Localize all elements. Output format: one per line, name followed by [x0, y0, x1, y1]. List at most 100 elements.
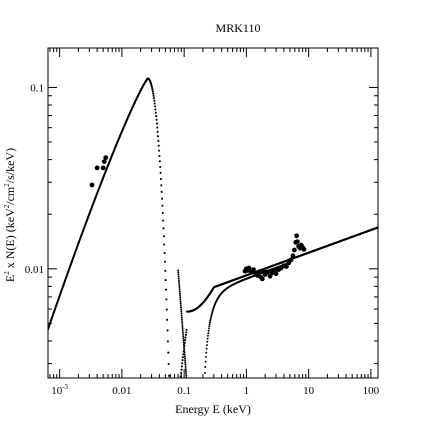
- model-point: [150, 85, 153, 88]
- y-axis-label: E2 x N(E) (keV2/cm2/s/keV): [3, 148, 17, 282]
- bb-tail-point: [181, 324, 184, 326]
- bb-tail-point: [182, 333, 185, 336]
- model-point: [185, 328, 188, 331]
- model-point: [153, 102, 156, 105]
- data-point: [265, 269, 271, 275]
- model-point: [152, 92, 155, 95]
- bb-tail-point: [177, 271, 180, 274]
- bb-tail-point: [184, 361, 187, 364]
- model-point: [159, 177, 162, 181]
- model-point: [184, 333, 187, 337]
- absorbed-point: [209, 318, 212, 321]
- model-point: [166, 329, 169, 332]
- bb-tail-point: [179, 294, 182, 297]
- bb-tail-point: [182, 337, 185, 340]
- model-point: [151, 90, 154, 93]
- bb-tail-point: [180, 316, 183, 319]
- absorbed-point: [206, 334, 209, 337]
- model-point: [157, 144, 160, 147]
- absorbed-point: [205, 347, 208, 350]
- model-point: [156, 135, 160, 138]
- absorbed-point: [205, 344, 208, 346]
- bb-tail-point: [184, 359, 187, 362]
- bb-tail-point: [184, 367, 187, 369]
- data-point: [94, 165, 100, 171]
- bb-tail-point: [177, 269, 180, 272]
- bb-tail-point: [178, 285, 181, 287]
- bb-tail-point: [178, 281, 180, 284]
- y-tick-label: 0.01: [25, 264, 44, 276]
- bb-tail-point: [182, 335, 185, 338]
- model-point: [167, 374, 171, 377]
- bb-tail-point: [185, 372, 188, 375]
- x-tick-label: 1: [244, 385, 250, 397]
- absorbed-point: [208, 323, 211, 326]
- data-point: [100, 165, 106, 171]
- bb-tail-point: [178, 290, 181, 293]
- bb-tail-point: [183, 355, 186, 358]
- bb-tail-point: [179, 300, 182, 303]
- bb-tail-point: [183, 353, 186, 356]
- model-point: [184, 339, 187, 342]
- model-point: [162, 235, 165, 238]
- model-point: [162, 227, 165, 230]
- model-point: [155, 122, 158, 125]
- absorbed-point: [203, 371, 206, 374]
- chart-title: MRK110: [216, 21, 261, 35]
- bb-tail-point: [182, 339, 185, 342]
- bb-tail-point: [186, 381, 188, 383]
- model-point: [160, 184, 163, 187]
- data-point: [273, 271, 279, 277]
- model-point: [180, 368, 183, 371]
- model-point: [164, 279, 167, 282]
- data-point: [284, 264, 289, 269]
- bb-tail-point: [177, 277, 180, 280]
- absorbed-point: [204, 379, 206, 381]
- model-point: [151, 88, 154, 91]
- model-point: [179, 379, 181, 381]
- absorbed-point: [208, 327, 210, 330]
- data-point: [251, 267, 256, 272]
- bb-tail-point: [177, 275, 180, 278]
- model-point: [156, 126, 159, 129]
- model-point: [156, 130, 159, 133]
- model-point: [163, 260, 167, 263]
- bb-tail-point: [182, 343, 185, 346]
- model-point: [160, 197, 164, 200]
- bb-tail-point: [181, 320, 184, 323]
- absorbed-point: [207, 329, 210, 332]
- bb-tail-point: [177, 279, 180, 282]
- bb-tail-point: [183, 349, 186, 352]
- model-point-group: [48, 77, 378, 381]
- bb-tail-point: [178, 288, 181, 291]
- bb-tail-point: [181, 327, 184, 330]
- bb-tail-point: [185, 374, 188, 377]
- bb-tail-point: [177, 273, 180, 276]
- bb-tail-point: [182, 341, 185, 344]
- absorbed-point: [204, 355, 207, 358]
- bb-tail-point: [178, 287, 181, 289]
- bb-tail-point: [178, 283, 181, 286]
- bb-tail-point: [180, 312, 183, 315]
- x-tick-label: 100: [363, 385, 380, 397]
- model-point: [184, 336, 187, 339]
- bb-tail-point: [178, 292, 181, 295]
- bb-tail-point: [186, 379, 188, 381]
- model-point: [154, 108, 157, 111]
- bb-tail-point: [180, 306, 182, 309]
- model-point: [165, 288, 168, 291]
- model-point: [155, 115, 158, 118]
- bb-tail-point: [179, 298, 182, 301]
- plot-frame: [47, 47, 379, 379]
- model-point: [167, 351, 170, 354]
- model-point: [163, 251, 166, 255]
- data-point: [89, 182, 95, 188]
- bb-tail-point: [179, 296, 182, 299]
- model-point: [152, 97, 156, 100]
- bb-tail-point: [184, 365, 187, 367]
- bb-tail-point: [180, 318, 183, 321]
- model-point: [185, 331, 188, 334]
- data-point: [246, 265, 252, 271]
- absorbed-point-group: [203, 261, 291, 381]
